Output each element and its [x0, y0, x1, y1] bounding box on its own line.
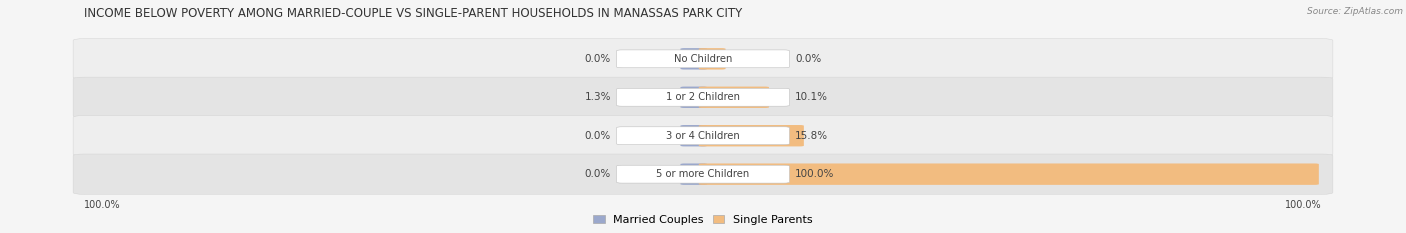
Legend: Married Couples, Single Parents: Married Couples, Single Parents — [593, 215, 813, 225]
Text: 1.3%: 1.3% — [585, 92, 612, 102]
FancyBboxPatch shape — [681, 125, 707, 146]
FancyBboxPatch shape — [681, 87, 707, 108]
Text: 0.0%: 0.0% — [585, 131, 612, 141]
Text: Source: ZipAtlas.com: Source: ZipAtlas.com — [1308, 7, 1403, 16]
Text: 0.0%: 0.0% — [585, 169, 612, 179]
Text: INCOME BELOW POVERTY AMONG MARRIED-COUPLE VS SINGLE-PARENT HOUSEHOLDS IN MANASSA: INCOME BELOW POVERTY AMONG MARRIED-COUPL… — [84, 7, 742, 20]
Text: 15.8%: 15.8% — [796, 131, 828, 141]
FancyBboxPatch shape — [699, 48, 725, 69]
FancyBboxPatch shape — [699, 164, 1319, 185]
FancyBboxPatch shape — [699, 87, 769, 108]
FancyBboxPatch shape — [616, 88, 790, 106]
FancyBboxPatch shape — [681, 164, 707, 185]
Text: 10.1%: 10.1% — [796, 92, 828, 102]
Text: No Children: No Children — [673, 54, 733, 64]
FancyBboxPatch shape — [616, 127, 790, 145]
Text: 100.0%: 100.0% — [1285, 200, 1322, 210]
FancyBboxPatch shape — [616, 50, 790, 68]
Text: 1 or 2 Children: 1 or 2 Children — [666, 92, 740, 102]
Text: 5 or more Children: 5 or more Children — [657, 169, 749, 179]
FancyBboxPatch shape — [616, 165, 790, 183]
FancyBboxPatch shape — [73, 154, 1333, 194]
Text: 3 or 4 Children: 3 or 4 Children — [666, 131, 740, 141]
FancyBboxPatch shape — [73, 39, 1333, 79]
FancyBboxPatch shape — [699, 125, 804, 146]
Text: 100.0%: 100.0% — [796, 169, 835, 179]
FancyBboxPatch shape — [681, 48, 707, 69]
FancyBboxPatch shape — [73, 77, 1333, 117]
Text: 0.0%: 0.0% — [796, 54, 821, 64]
Text: 0.0%: 0.0% — [585, 54, 612, 64]
FancyBboxPatch shape — [73, 116, 1333, 156]
Text: 100.0%: 100.0% — [84, 200, 121, 210]
